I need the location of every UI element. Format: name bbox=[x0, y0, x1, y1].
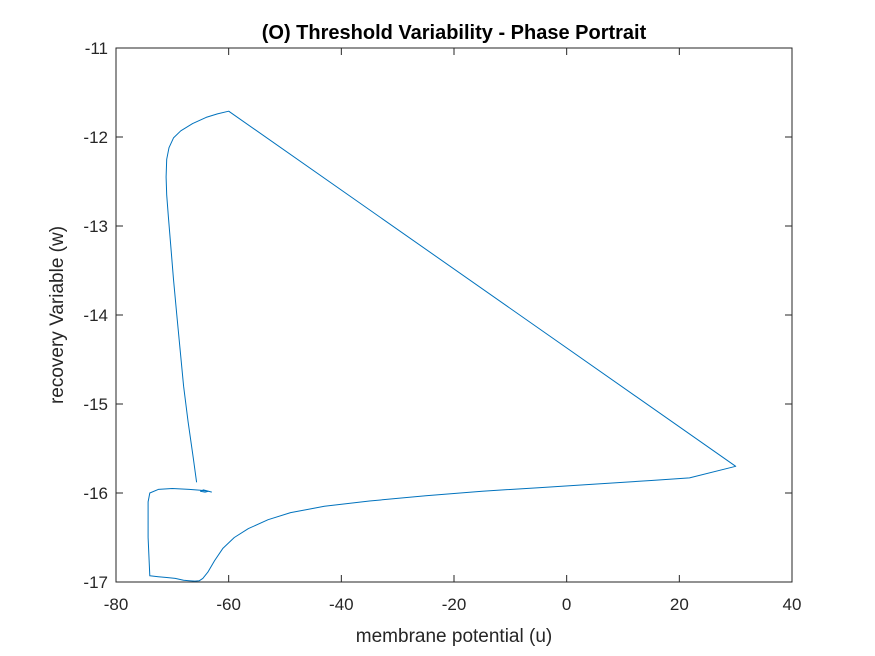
x-tick-label: -60 bbox=[216, 595, 241, 614]
y-tick-label: -13 bbox=[83, 217, 108, 236]
y-tick-label: -14 bbox=[83, 306, 108, 325]
x-ticks: -80 -60 -40 -20 0 20 40 bbox=[104, 48, 802, 614]
y-axis-label: recovery Variable (w) bbox=[47, 226, 68, 404]
x-tick-label: 40 bbox=[783, 595, 802, 614]
y-tick-label: -17 bbox=[83, 573, 108, 592]
x-tick-label: 0 bbox=[562, 595, 571, 614]
y-tick-label: -12 bbox=[83, 128, 108, 147]
y-tick-label: -15 bbox=[83, 395, 108, 414]
chart-title: (O) Threshold Variability - Phase Portra… bbox=[262, 22, 647, 44]
y-tick-label: -11 bbox=[85, 39, 108, 58]
trajectory-line-0 bbox=[147, 110, 737, 582]
y-tick-label: -16 bbox=[83, 484, 108, 503]
plot-area bbox=[116, 48, 792, 582]
x-tick-label: -40 bbox=[329, 595, 354, 614]
curve-layer bbox=[147, 110, 737, 582]
x-tick-label: -20 bbox=[442, 595, 467, 614]
x-tick-label: -80 bbox=[104, 595, 129, 614]
y-ticks: -11 -12 -13 -14 -15 -16 -17 bbox=[83, 39, 792, 592]
x-tick-label: 20 bbox=[670, 595, 689, 614]
x-axis-label: membrane potential (u) bbox=[356, 626, 552, 647]
